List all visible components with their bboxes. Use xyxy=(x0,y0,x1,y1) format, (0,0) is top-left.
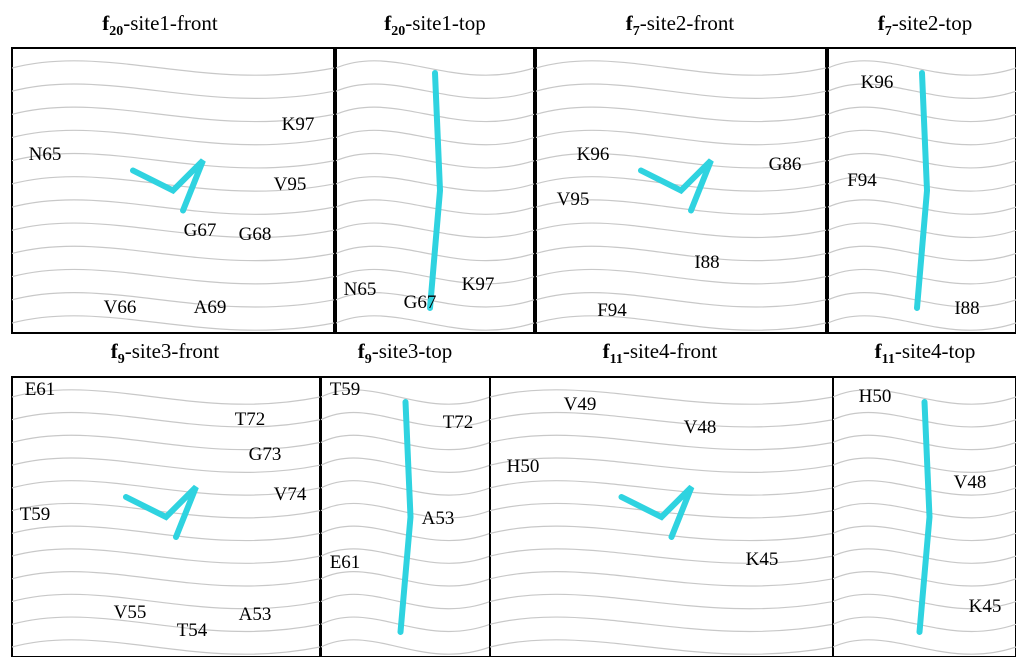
title-subscript: 11 xyxy=(610,352,623,367)
title-rest: -site1-top xyxy=(405,11,485,35)
residue-label: V95 xyxy=(557,189,590,210)
residue-label: A53 xyxy=(422,508,455,529)
residue-label: A69 xyxy=(194,297,227,318)
title-rest: -site3-front xyxy=(125,339,220,363)
residue-label: T72 xyxy=(443,412,474,433)
residue-label: N65 xyxy=(29,144,62,165)
residue-label: K96 xyxy=(577,144,610,165)
figure: f20-site1-front N65 K97 V95 G67 G68 V66 A69 f20-… xyxy=(0,0,1016,657)
panel-title: f20-site1-front xyxy=(102,11,218,39)
residue-label: F94 xyxy=(847,170,877,191)
title-subscript: 9 xyxy=(365,352,372,367)
title-subscript: 9 xyxy=(118,352,125,367)
title-rest: -site2-front xyxy=(640,11,735,35)
panel-title: f7-site2-front xyxy=(626,11,735,39)
residue-label: T72 xyxy=(235,409,266,430)
title-rest: -site4-top xyxy=(895,339,975,363)
residue-label: N65 xyxy=(344,279,377,300)
panel-title: f11-site4-top xyxy=(875,339,976,367)
residue-label: I88 xyxy=(954,298,979,319)
residue-label: A53 xyxy=(239,604,272,625)
residue-label: G67 xyxy=(184,220,217,241)
residue-label: T59 xyxy=(20,504,51,525)
title-rest: -site3-top xyxy=(372,339,452,363)
residue-label: V48 xyxy=(684,417,717,438)
residue-label: G73 xyxy=(249,444,282,465)
residue-label: T59 xyxy=(330,379,361,400)
title-rest: -site4-front xyxy=(623,339,718,363)
residue-label: V66 xyxy=(104,297,137,318)
title-subscript: 20 xyxy=(109,24,123,39)
title-rest: -site2-top xyxy=(892,11,972,35)
title-subscript: 7 xyxy=(633,24,640,39)
residue-label: T54 xyxy=(177,620,208,641)
title-subscript: 20 xyxy=(391,24,405,39)
residue-label: G67 xyxy=(404,292,437,313)
residue-label: K45 xyxy=(746,549,779,570)
residue-label: E61 xyxy=(25,379,56,400)
residue-label: V49 xyxy=(564,394,597,415)
residue-label: V74 xyxy=(274,484,307,505)
panel-title: f9-site3-top xyxy=(358,339,452,367)
panel-title: f11-site4-front xyxy=(603,339,718,367)
residue-label: V48 xyxy=(954,472,987,493)
title-rest: -site1-front xyxy=(123,11,218,35)
panel-title: f20-site1-top xyxy=(384,11,485,39)
residue-label: K97 xyxy=(282,114,315,135)
residue-label: G86 xyxy=(769,154,802,175)
residue-label: V95 xyxy=(274,174,307,195)
residue-label: K96 xyxy=(861,72,894,93)
residue-label: H50 xyxy=(859,386,892,407)
title-subscript: 7 xyxy=(885,24,892,39)
residue-label: K97 xyxy=(462,274,495,295)
panel-title: f7-site2-top xyxy=(878,11,972,39)
panel-title: f9-site3-front xyxy=(111,339,220,367)
residue-label: H50 xyxy=(507,456,540,477)
residue-label: I88 xyxy=(694,252,719,273)
residue-label: G68 xyxy=(239,224,272,245)
residue-label: V55 xyxy=(114,602,147,623)
residue-label: K45 xyxy=(969,596,1002,617)
residue-label: E61 xyxy=(330,552,361,573)
title-subscript: 11 xyxy=(882,352,895,367)
residue-label: F94 xyxy=(597,300,627,321)
